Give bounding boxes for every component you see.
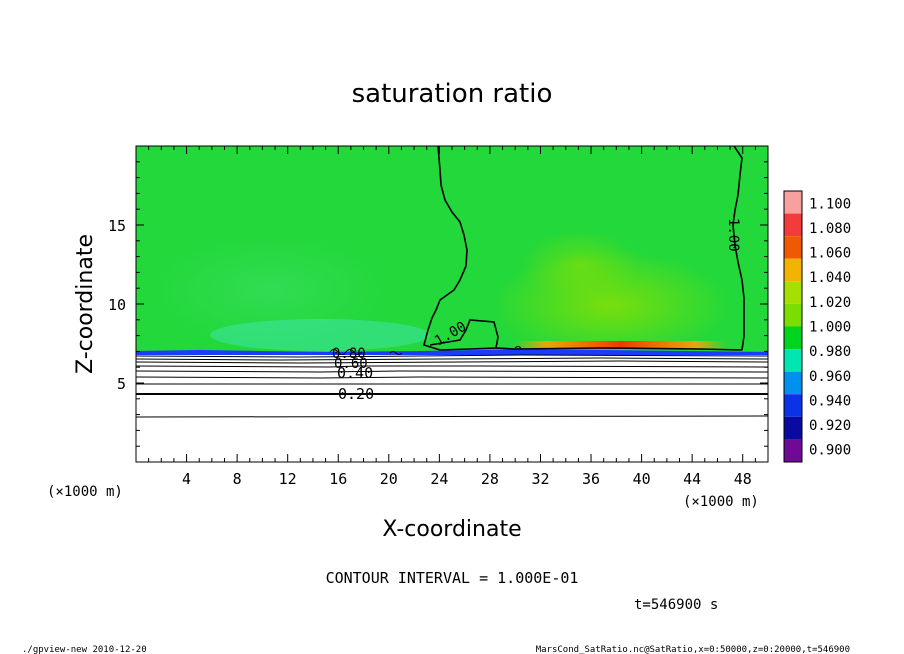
- lower-contours: [135, 354, 769, 418]
- region-lower-domain: [136, 355, 768, 462]
- x-tick-label: 40: [633, 470, 651, 488]
- contour-1-00-right: [732, 145, 745, 351]
- field-variation-cyan: [210, 319, 430, 351]
- x-tick-label: 4: [182, 470, 191, 488]
- contour-label-0-20: 0.20: [338, 385, 374, 403]
- colorbar-swatch: [784, 371, 802, 395]
- x-tick-label: 24: [430, 470, 448, 488]
- footer-left: ./gpview-new 2010-12-20: [22, 645, 147, 654]
- boundary-blue-band: [136, 349, 768, 355]
- contour-label-0-80: 0.80: [332, 346, 366, 362]
- contour-label-1-00-right: 1.00: [725, 218, 741, 252]
- chart-title: saturation ratio: [352, 79, 553, 109]
- colorbar-frame: [783, 190, 803, 463]
- colorbar-label: 1.000: [809, 320, 851, 336]
- x-axis: 4 8 12 16 20 24 28 32 36 40 44 48: [135, 146, 769, 488]
- colorbar-label: 0.940: [809, 393, 851, 409]
- colorbar-label: 0.980: [809, 344, 851, 360]
- time-text: t=546900 s: [634, 597, 718, 613]
- contour-squiggle: [329, 346, 522, 355]
- field-variation-left: [150, 235, 390, 345]
- colorbar-label: 1.080: [809, 221, 851, 237]
- colorbar-swatch: [784, 213, 802, 237]
- colorbar-swatch: [784, 326, 802, 350]
- colorbar-label: 0.920: [809, 418, 851, 434]
- colorbar-swatch: [784, 191, 802, 214]
- contour-interval-text: CONTOUR INTERVAL = 1.000E-01: [326, 569, 579, 587]
- colorbar-label: 1.020: [809, 295, 851, 311]
- contour-1-00-bottom: [495, 347, 743, 351]
- y-tick-label: 15: [108, 217, 126, 235]
- footer-right: MarsCond_SatRatio.nc@SatRatio,x=0:50000,…: [536, 645, 850, 654]
- y-axis: 5 10 15: [108, 145, 768, 463]
- colorbar-label: 0.960: [809, 369, 851, 385]
- colorbar-label: 1.100: [809, 196, 851, 212]
- field-variation-yellow-2: [520, 230, 640, 300]
- colorbar-swatch: [784, 349, 802, 372]
- x-unit-left: (×1000 m): [47, 484, 123, 500]
- x-tick-label: 36: [582, 470, 600, 488]
- x-tick-label: 16: [329, 470, 347, 488]
- x-axis-label: X-coordinate: [382, 517, 521, 542]
- colorbar-swatch: [784, 416, 802, 440]
- y-tick-label: 10: [108, 296, 126, 314]
- colorbar: 1.100 1.080 1.060 1.040 1.020 1.000 0.980 0.960…: [783, 190, 851, 463]
- colorbar-label: 1.040: [809, 270, 851, 286]
- x-unit-right: (×1000 m): [683, 494, 759, 510]
- colorbar-swatch: [784, 236, 802, 259]
- colorbar-swatch: [784, 439, 802, 462]
- region-supersaturated-layer: [515, 341, 727, 349]
- plot-area: 1.00 1.00 0.80 0.60 0.40 0.20: [135, 145, 769, 463]
- x-tick-label: 44: [683, 470, 701, 488]
- x-tick-label: 12: [279, 470, 297, 488]
- x-tick-label: 28: [481, 470, 499, 488]
- x-tick-label: 48: [734, 470, 752, 488]
- contour-label-0-60: 0.60: [334, 356, 368, 372]
- colorbar-swatch: [784, 258, 802, 282]
- y-tick-label: 5: [117, 375, 126, 393]
- y-axis-label: Z-coordinate: [73, 234, 98, 374]
- colorbar-swatch: [784, 281, 802, 304]
- colorbar-label: 1.060: [809, 246, 851, 262]
- colorbar-swatch: [784, 394, 802, 417]
- colorbar-label: 0.900: [809, 443, 851, 459]
- x-tick-label: 8: [233, 470, 242, 488]
- x-tick-label: 20: [380, 470, 398, 488]
- x-tick-label: 32: [531, 470, 549, 488]
- contour-1-00: [423, 145, 499, 351]
- colorbar-swatch: [784, 303, 802, 327]
- contour-label-0-40: 0.40: [337, 364, 373, 382]
